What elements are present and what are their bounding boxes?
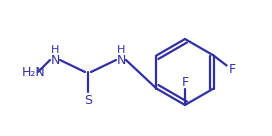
Text: S: S (84, 94, 92, 106)
Text: F: F (229, 63, 236, 76)
Text: H₂N: H₂N (22, 66, 46, 78)
Text: N: N (116, 53, 126, 67)
Text: H: H (51, 45, 59, 55)
Text: N: N (50, 53, 60, 67)
Text: H: H (117, 45, 125, 55)
Text: F: F (181, 76, 188, 89)
